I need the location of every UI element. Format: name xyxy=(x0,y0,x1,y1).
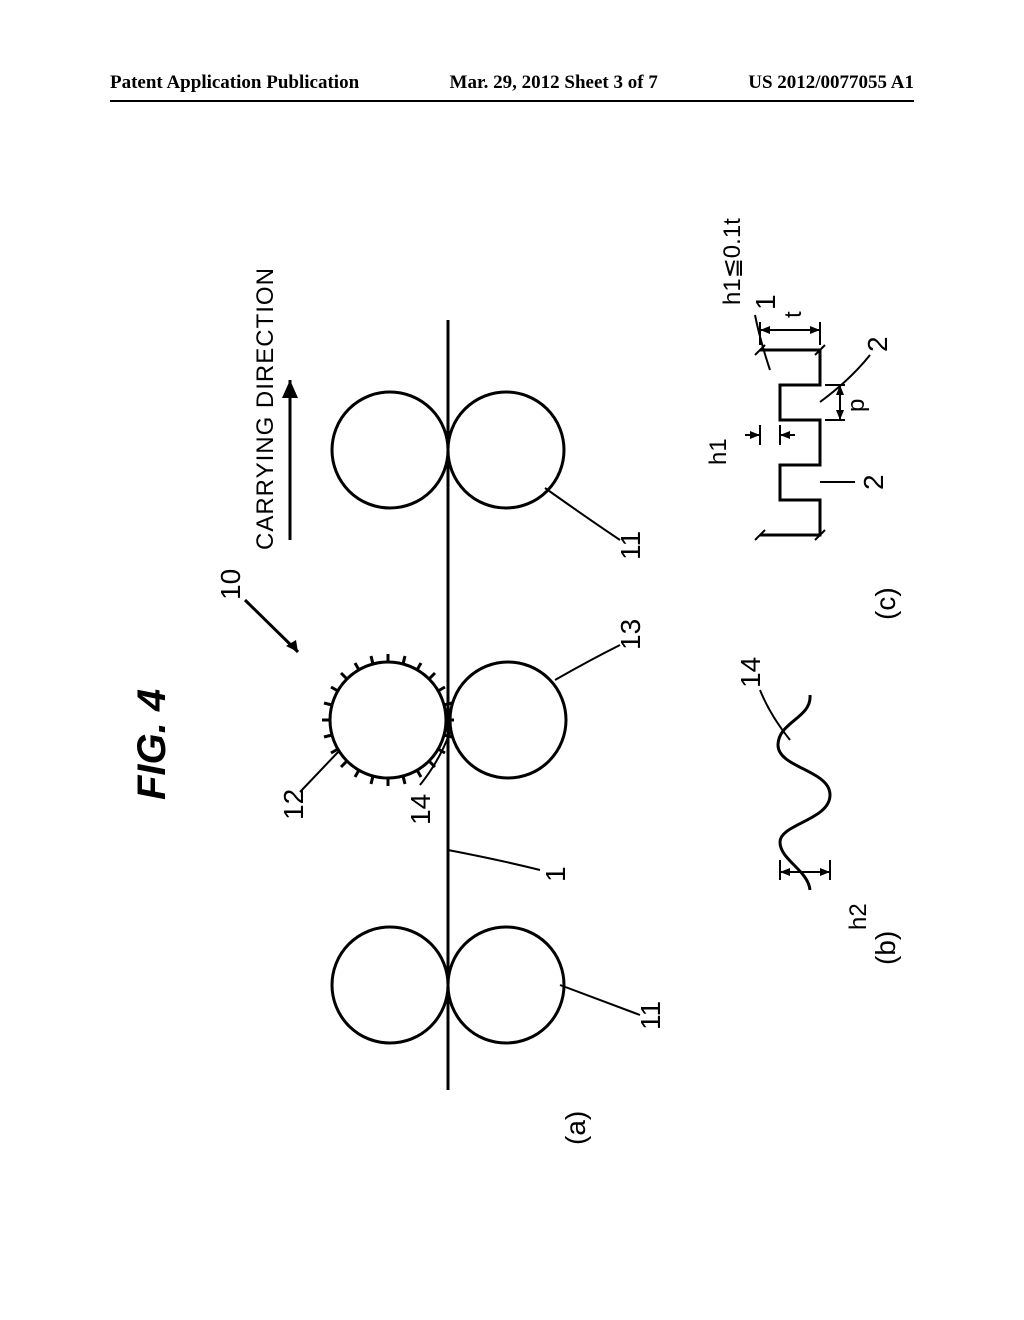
ref-12: 12 xyxy=(278,789,310,820)
leader-11-right xyxy=(545,488,620,540)
ref-13: 13 xyxy=(615,619,647,650)
dim-t: t xyxy=(780,311,808,318)
header-left: Patent Application Publication xyxy=(110,72,359,94)
leader-13 xyxy=(555,645,620,680)
dim-p: p xyxy=(843,399,871,412)
roller-13 xyxy=(450,662,566,778)
roller-left-bottom xyxy=(448,927,564,1043)
roller-left-top xyxy=(332,927,448,1043)
detail-c xyxy=(745,315,870,540)
carrying-arrow-head xyxy=(282,380,298,398)
sublabel-a: (a) xyxy=(560,1111,592,1145)
detail-b xyxy=(760,690,830,890)
page-header: Patent Application Publication Mar. 29, … xyxy=(0,72,1024,94)
dim-h1: h1 xyxy=(705,438,733,465)
ref-14-lower: 14 xyxy=(735,657,767,688)
roller-right-top xyxy=(332,392,448,508)
leader-1-mid xyxy=(448,850,540,870)
figure-area: FIG. 4 xyxy=(0,160,1024,1240)
ref-14-upper: 14 xyxy=(405,794,437,825)
dim-h2: h2 xyxy=(845,903,873,930)
header-rule xyxy=(110,100,914,102)
ref-11-left: 11 xyxy=(635,1001,667,1030)
page-root: Patent Application Publication Mar. 29, … xyxy=(0,0,1024,1320)
ref-1-c: 1 xyxy=(750,294,782,310)
figure-svg xyxy=(0,160,1024,1240)
ref-11-right: 11 xyxy=(615,531,647,560)
dim-relation: h1≦0.1t xyxy=(718,218,747,305)
carrying-direction-label: CARRYING DIRECTION xyxy=(252,267,280,550)
roller-right-bottom xyxy=(448,392,564,508)
ref-1-mid: 1 xyxy=(540,866,572,882)
header-right: US 2012/0077055 A1 xyxy=(748,72,914,94)
sublabel-b: (b) xyxy=(870,931,902,965)
ref-2-left: 2 xyxy=(858,474,890,490)
header-center: Mar. 29, 2012 Sheet 3 of 7 xyxy=(450,72,658,94)
leader-12 xyxy=(300,750,340,792)
leader-14-upper xyxy=(420,732,450,785)
leader-11-left xyxy=(560,985,640,1015)
ref-10: 10 xyxy=(215,569,247,600)
sublabel-c: (c) xyxy=(870,587,902,620)
ref-2-right: 2 xyxy=(862,336,894,352)
figure-canvas-rotated: FIG. 4 xyxy=(0,160,1024,1240)
